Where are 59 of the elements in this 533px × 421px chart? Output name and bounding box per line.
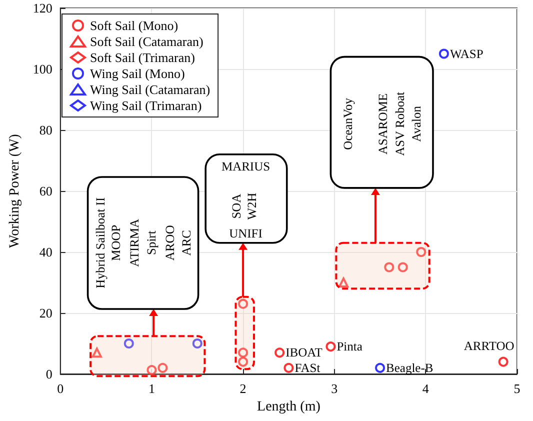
annotation: Avalon <box>410 105 424 142</box>
point <box>238 348 248 358</box>
point <box>416 247 426 257</box>
point <box>498 356 508 367</box>
annotation: AROO <box>162 225 177 261</box>
point <box>438 48 449 59</box>
legend-label: Soft Sail (Trimaran) <box>90 50 195 65</box>
y-tick-label: 100 <box>32 62 52 76</box>
annotation: MOOP <box>109 224 124 261</box>
annotation: ATIRMA <box>127 218 142 267</box>
point <box>326 342 336 352</box>
point <box>238 356 248 367</box>
point <box>338 278 348 288</box>
x-tick-label: 0 <box>57 381 64 396</box>
point <box>192 338 202 348</box>
point <box>398 262 408 272</box>
x-tick-label: 1 <box>148 381 155 396</box>
annotation: WASP <box>450 46 484 61</box>
annotation: FASt <box>294 360 321 375</box>
x-axis-title: Length (m) <box>257 400 321 414</box>
point <box>158 362 168 373</box>
annotation: ASAROME <box>376 92 390 154</box>
annotation: OceanVoy <box>341 97 356 150</box>
point <box>274 348 285 358</box>
annotation: MARIUS <box>221 160 270 174</box>
y-tick-label: 0 <box>46 366 52 382</box>
y-tick-label: 80 <box>39 122 52 138</box>
annotation: ARRTOO <box>464 338 514 353</box>
x-tick-label: 2 <box>240 381 246 396</box>
annotation: Beagle-B <box>386 360 434 375</box>
point <box>238 298 248 309</box>
annotation: SOA <box>230 194 244 219</box>
point <box>384 262 394 272</box>
point <box>284 362 294 373</box>
annotation: Pinta <box>336 340 363 354</box>
annotation: IBOAT <box>286 346 323 360</box>
point <box>124 338 134 348</box>
x-tick-label: 3 <box>331 381 338 396</box>
point <box>146 365 157 376</box>
y-tick-label: 40 <box>39 244 52 260</box>
point <box>92 348 102 358</box>
x-tick-label: 4 <box>422 381 430 396</box>
annotation: Spirt <box>144 230 159 256</box>
y-axis-title: Working Power (W) <box>8 134 22 248</box>
legend-label: Wing Sail (Trimaran) <box>90 98 202 113</box>
legend-label: Soft Sail (Mono) <box>90 18 178 33</box>
legend-label: Wing Sail (Catamaran) <box>90 82 210 97</box>
x-tick-label: 5 <box>514 381 520 396</box>
y-tick-label: 60 <box>39 184 52 198</box>
annotation: ARC <box>179 230 194 256</box>
y-tick-label: 120 <box>32 0 52 16</box>
annotation: UNIFI <box>229 226 262 241</box>
legend-label: Soft Sail (Catamaran) <box>90 34 204 49</box>
y-tick-label: 20 <box>39 306 52 320</box>
point <box>375 362 386 373</box>
annotation: Hybrid Sailboat II <box>94 197 108 288</box>
annotation: ASV Roboat <box>393 91 408 156</box>
legend-label: Wing Sail (Mono) <box>90 66 185 81</box>
annotation: W2H <box>245 192 260 220</box>
